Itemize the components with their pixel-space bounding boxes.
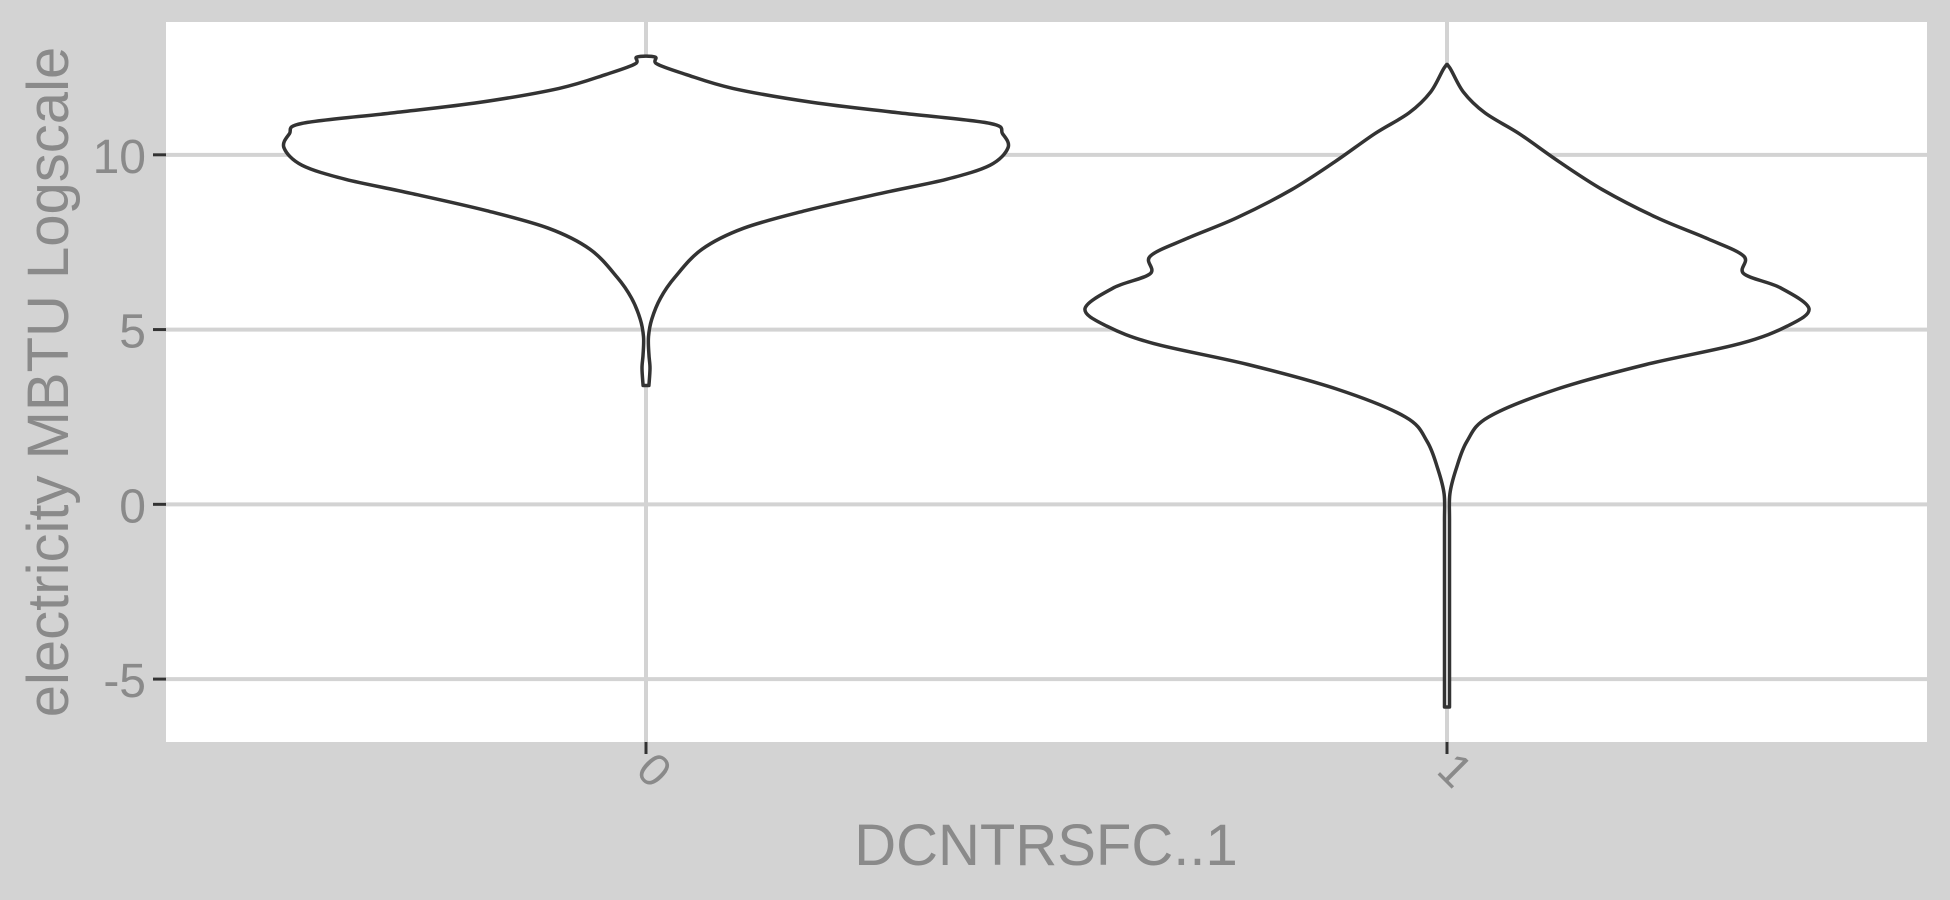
violin-0 [281,54,1011,388]
y-tick-label: 0 [119,480,146,533]
y-tick-label: 5 [119,306,146,359]
violin-1 [1083,62,1811,709]
y-tick-label: 10 [93,131,146,184]
y-tick-label: -5 [103,655,146,708]
violins [281,54,1811,709]
y-axis-title: electricity MBTU Logscale [16,47,81,717]
x-axis-title: DCNTRSFC..1 [854,813,1237,878]
